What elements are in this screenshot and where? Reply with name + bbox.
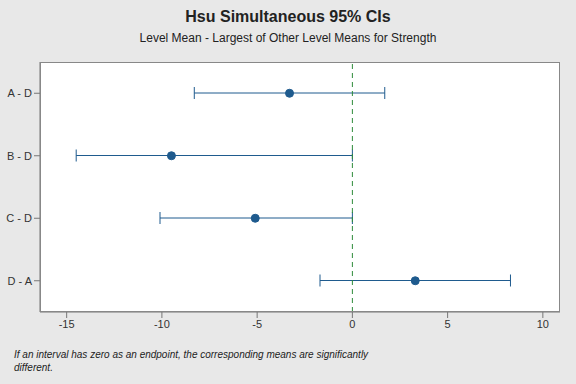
svg-text:-10: -10 (154, 318, 170, 330)
html-text:Level Mean - Largest of Other: Level Mean - Largest of Other Level Mean… (139, 31, 437, 45)
svg-text:B - D: B - D (8, 150, 32, 162)
svg-text:0: 0 (349, 318, 355, 330)
html-text:Hsu Simultaneous 95% CIs: Hsu Simultaneous 95% CIs (185, 8, 391, 25)
svg-text:10: 10 (537, 318, 549, 330)
html-text:If an interval has zero as an: If an interval has zero as an endpoint, … (14, 349, 369, 373)
svg-text:A - D: A - D (8, 87, 32, 99)
svg-text:-5: -5 (252, 318, 262, 330)
svg-text:5: 5 (445, 318, 451, 330)
svg-text:D - A: D - A (8, 275, 33, 287)
svg-text:-15: -15 (59, 318, 75, 330)
svg-text:C - D: C - D (8, 212, 32, 224)
